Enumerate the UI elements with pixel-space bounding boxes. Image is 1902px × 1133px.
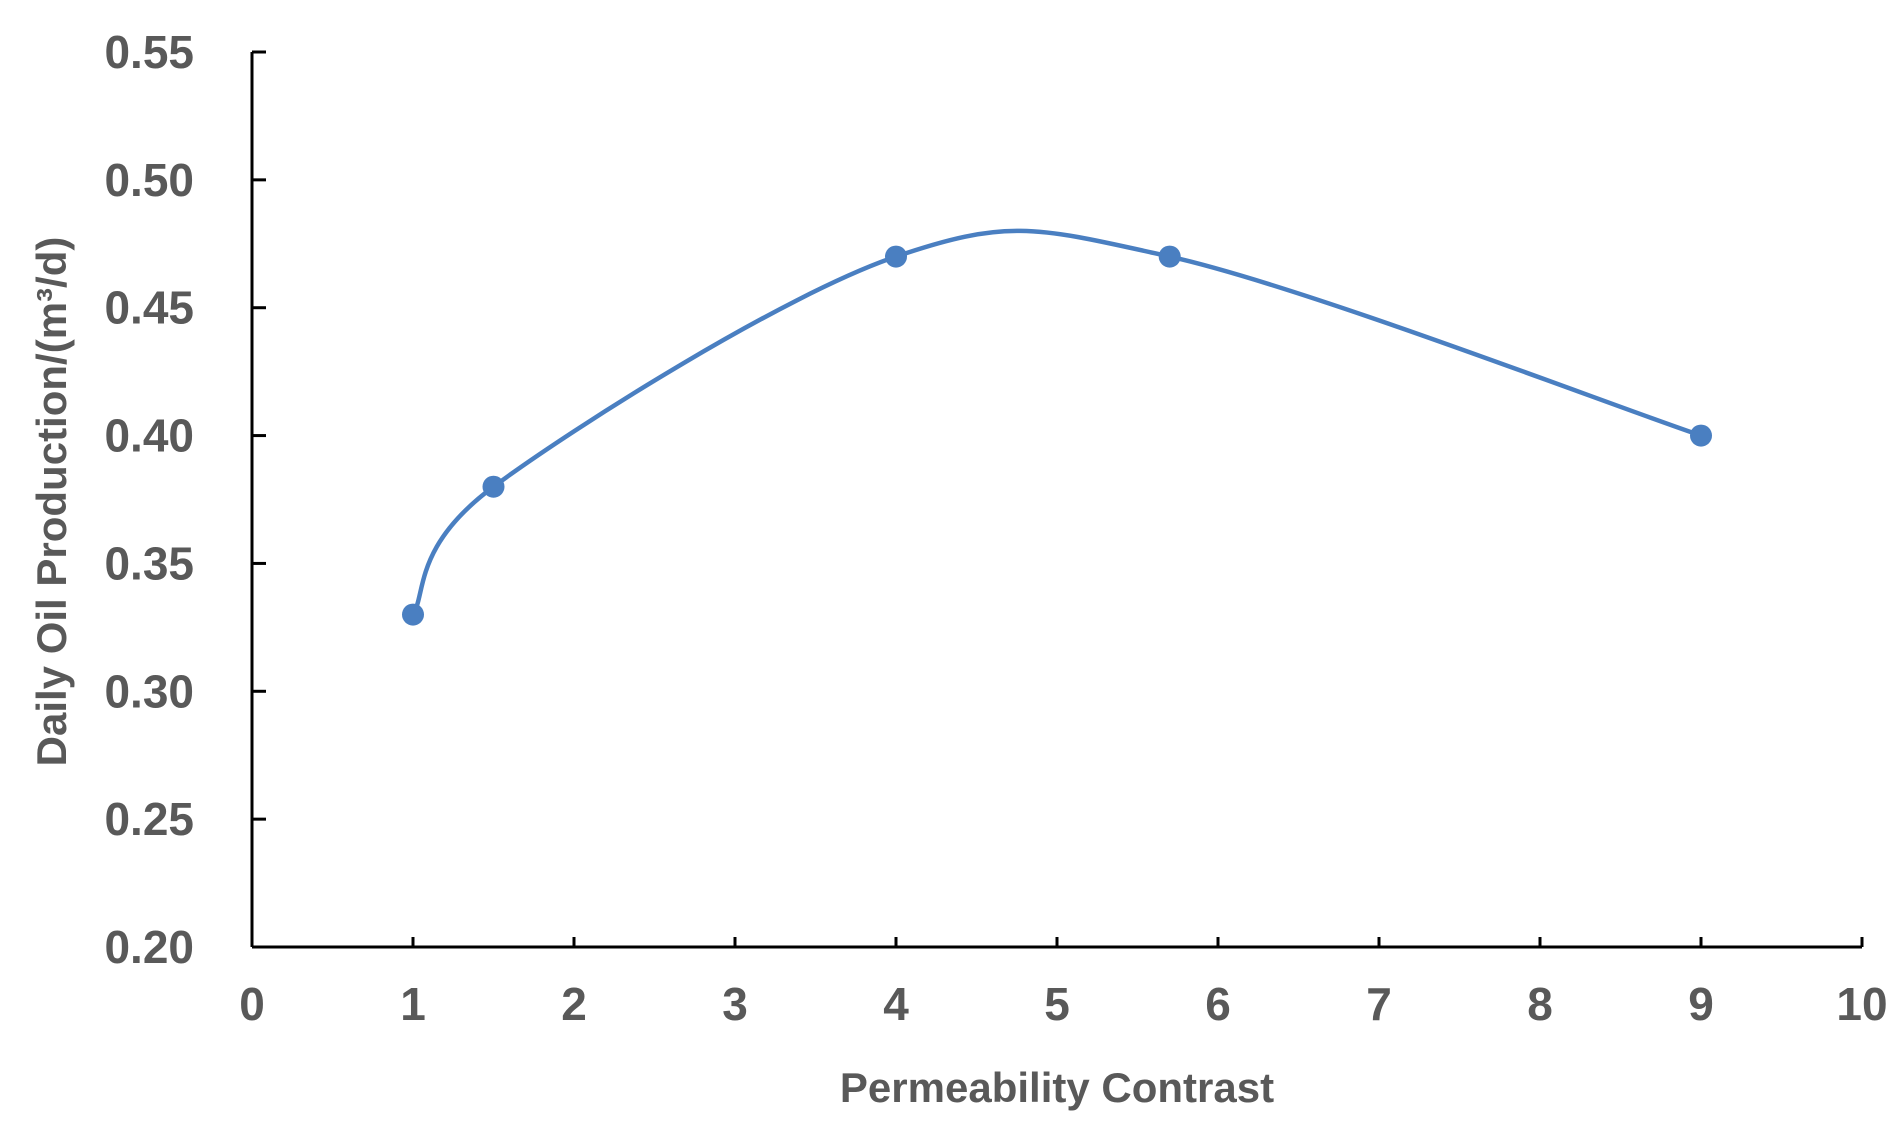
x-axis-ticks: 0 1 2 3 4 5 6 7 8 9 10	[239, 937, 1888, 1030]
y-tick-label: 0.30	[104, 665, 194, 717]
axes	[250, 52, 1862, 949]
y-tick-label: 0.40	[104, 410, 194, 462]
y-axis-ticks: 0.20 0.25 0.30 0.35 0.40 0.45 0.50 0.55	[104, 26, 266, 973]
x-tick-label: 0	[239, 978, 265, 1030]
y-tick-label: 0.25	[104, 793, 194, 845]
data-point	[402, 603, 424, 626]
series-layer	[402, 228, 1712, 626]
x-tick-label: 6	[1205, 978, 1231, 1030]
x-tick-label: 8	[1527, 978, 1553, 1030]
data-point	[482, 475, 505, 498]
x-tick-label: 5	[1044, 978, 1070, 1030]
data-point	[885, 245, 907, 268]
x-tick-label: 9	[1688, 978, 1714, 1030]
y-axis-title: Daily Oil Production/(m³/d)	[28, 237, 75, 767]
y-tick-label: 0.20	[104, 921, 194, 973]
x-tick-label: 1	[400, 978, 426, 1030]
y-tick-label: 0.50	[104, 154, 194, 206]
data-point	[1158, 245, 1181, 268]
y-tick-label: 0.45	[104, 282, 194, 334]
data-point	[1690, 424, 1712, 447]
x-tick-label: 4	[883, 978, 909, 1030]
series-line	[410, 228, 1704, 617]
x-tick-label: 2	[561, 978, 587, 1030]
x-tick-label: 7	[1366, 978, 1392, 1030]
x-axis-title: Permeability Contrast	[840, 1064, 1274, 1111]
x-tick-label: 10	[1836, 978, 1887, 1030]
y-tick-label: 0.35	[104, 537, 194, 589]
y-tick-label: 0.55	[104, 26, 194, 78]
x-tick-label: 3	[722, 978, 748, 1030]
